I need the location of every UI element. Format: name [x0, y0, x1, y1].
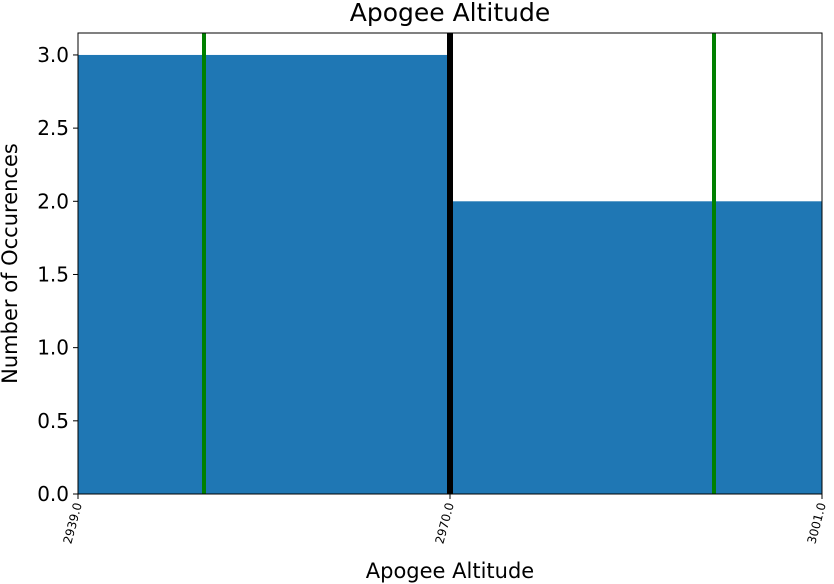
- x-axis-label: Apogee Altitude: [366, 559, 534, 583]
- bars-layer: [78, 54, 822, 495]
- y-axis-ticks: 0.0 0.5 1.0 1.5 2.0 2.5 3.0: [37, 43, 78, 506]
- y-tick-label: 1.0: [37, 336, 69, 360]
- y-tick-label: 1.5: [37, 262, 69, 286]
- y-tick-label: 2.5: [37, 116, 69, 140]
- y-tick-label: 0.0: [37, 482, 69, 506]
- x-tick-label: 2939.0: [61, 501, 85, 545]
- bar-1: [450, 201, 822, 495]
- reference-lines-layer: [202, 33, 716, 494]
- y-tick-label: 2.0: [37, 189, 69, 213]
- y-axis-label: Number of Occurences: [0, 143, 22, 384]
- chart-title: Apogee Altitude: [350, 0, 551, 27]
- y-tick-label: 3.0: [37, 43, 69, 67]
- x-axis-ticks: 2939.0 2970.0 3001.0: [61, 494, 829, 545]
- x-tick-label: 2970.0: [433, 501, 457, 545]
- x-tick-label: 3001.0: [805, 501, 829, 545]
- y-tick-label: 0.5: [37, 409, 69, 433]
- bar-0: [78, 54, 450, 494]
